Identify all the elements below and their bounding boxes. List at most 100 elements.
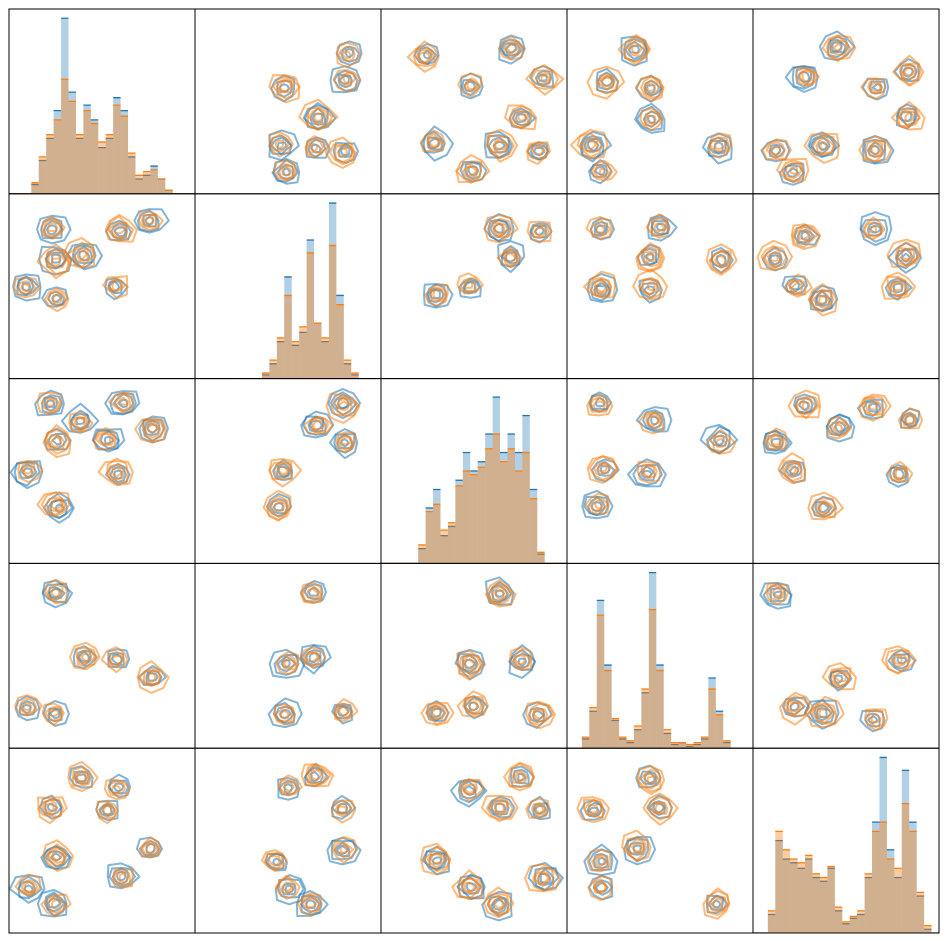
contour-ring [901, 63, 919, 81]
density-contour [617, 34, 652, 66]
contour-ring [118, 872, 129, 884]
hist-bar [812, 877, 820, 933]
contour-ring [496, 246, 523, 268]
contour-ring [466, 165, 478, 177]
contour-ring [282, 781, 295, 793]
contour-ring [51, 898, 62, 910]
hist-bar [872, 822, 880, 933]
density-contour [268, 458, 303, 488]
density-contour [582, 270, 617, 299]
hist-bar [113, 97, 121, 194]
hist-bar [261, 374, 270, 379]
contour-ring [870, 713, 882, 724]
contour-ring [457, 877, 482, 901]
contour-ring [862, 216, 886, 241]
density-contour [881, 645, 918, 675]
panel [566, 562, 754, 749]
density-contour [102, 275, 129, 300]
panel-plot [420, 576, 556, 730]
contour-ring [312, 419, 326, 430]
panel-plot [762, 389, 924, 521]
contour-ring [44, 706, 64, 723]
hist-bar [98, 142, 106, 194]
contour-ring [595, 855, 606, 867]
density-contour [44, 578, 68, 605]
contour-ring [821, 662, 857, 691]
hist-bar [336, 304, 344, 379]
hist-bar [105, 138, 114, 194]
contour-ring [340, 45, 360, 63]
contour-ring [760, 245, 788, 270]
contour-ring [300, 763, 335, 788]
contour-ring [709, 895, 727, 913]
panel-plot [381, 396, 567, 564]
contour-ring [596, 72, 620, 95]
density-contour [886, 238, 922, 268]
contour-ring [425, 702, 450, 726]
density-contour [300, 762, 335, 788]
contour-ring [297, 892, 323, 917]
hist-bar [864, 877, 873, 933]
contour-ring [593, 878, 608, 895]
contour-ring [145, 842, 158, 854]
hist-bar [284, 276, 292, 379]
hist-bar [470, 471, 478, 564]
panel-plot [576, 764, 731, 920]
contour-ring [330, 396, 359, 417]
panel-plot [262, 388, 362, 522]
hist-bar [46, 138, 54, 194]
density-contour [635, 242, 666, 273]
density-contour [705, 429, 737, 455]
hist-bar [433, 489, 441, 564]
contour-ring [786, 700, 805, 716]
panel-plot [9, 760, 163, 918]
hist-bar [83, 110, 91, 194]
contour-ring [340, 146, 351, 157]
contour-ring [586, 65, 626, 100]
contour-ring [117, 396, 129, 406]
hist-bar [321, 337, 329, 379]
hist-bar [68, 92, 76, 194]
hist-bar [611, 720, 620, 749]
contour-ring [896, 107, 921, 128]
panel-plot [753, 756, 939, 934]
contour-ring [430, 706, 442, 719]
hist-bar [314, 323, 322, 379]
contour-ring [100, 646, 129, 674]
contour-ring [647, 214, 678, 242]
density-contour [333, 698, 359, 723]
density-contour [324, 136, 357, 169]
contour-ring [104, 390, 141, 416]
density-contour [621, 829, 652, 862]
contour-ring [420, 701, 455, 726]
density-contour [424, 283, 449, 307]
hist-bar [514, 471, 523, 564]
contour-ring [111, 466, 124, 478]
density-contour [587, 874, 613, 901]
contour-ring [789, 165, 798, 175]
density-contour [299, 581, 323, 605]
contour-ring [529, 222, 553, 244]
contour-ring [532, 866, 555, 892]
contour-ring [576, 796, 610, 824]
contour-ring [109, 655, 124, 666]
hist-bar [492, 434, 501, 564]
hist-bar [455, 480, 463, 564]
contour-ring [45, 224, 58, 236]
contour-ring [51, 257, 61, 267]
panel [194, 193, 382, 380]
contour-ring [337, 705, 350, 717]
contour-ring [335, 431, 357, 454]
hist-bar [440, 530, 448, 564]
hist-bar [522, 452, 530, 564]
contour-ring [535, 72, 552, 87]
hist-bar [485, 434, 493, 564]
density-contour [821, 34, 857, 62]
hist-bar [306, 240, 315, 379]
density-contour [36, 491, 71, 518]
contour-ring [763, 427, 788, 450]
hist-bar [916, 892, 925, 933]
density-contour [639, 107, 664, 132]
contour-ring [40, 215, 66, 240]
contour-ring [592, 400, 606, 412]
